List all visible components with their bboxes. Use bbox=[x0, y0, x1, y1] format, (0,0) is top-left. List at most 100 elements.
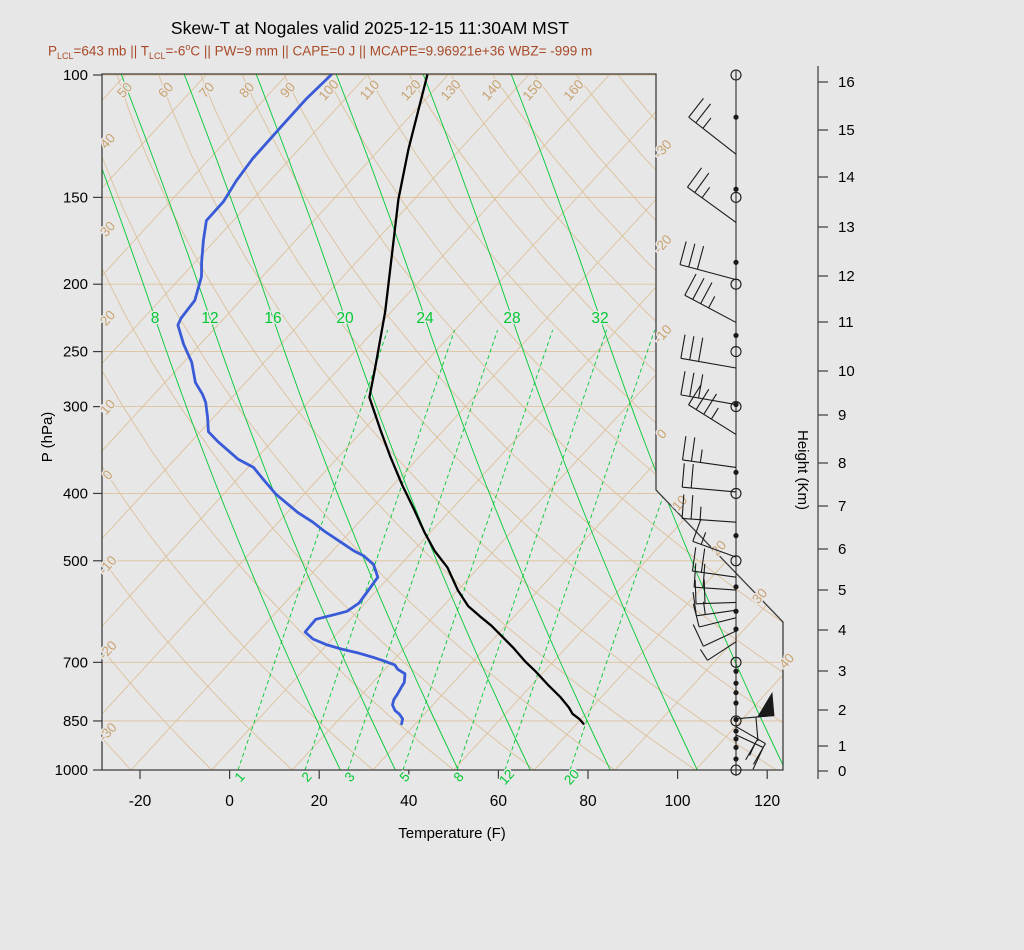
grid-line-label: -10 bbox=[96, 553, 120, 578]
wind-barb bbox=[735, 691, 775, 742]
grid-line-label: 130 bbox=[438, 77, 464, 104]
pressure-tick-label: 250 bbox=[63, 344, 88, 361]
wind-level-dot bbox=[733, 114, 739, 120]
temperature-tick-label: -20 bbox=[129, 793, 152, 810]
grid-line-label: -30 bbox=[96, 720, 120, 745]
wind-level-dot bbox=[733, 332, 739, 339]
grid-line-label: -20 bbox=[651, 232, 675, 257]
height-tick-label: 0 bbox=[838, 763, 846, 780]
pressure-axis: 100 150 200 250 300 400 500 700 850 1000 P (hPa) bbox=[39, 67, 102, 779]
temperature-curve bbox=[368, 74, 585, 725]
wind-level-circle bbox=[730, 69, 742, 81]
pressure-tick-label: 100 bbox=[63, 67, 88, 84]
wind-level-circle bbox=[730, 656, 742, 668]
height-tick-label: 16 bbox=[838, 74, 855, 91]
height-tick-label: 9 bbox=[838, 407, 846, 424]
wind-level-circle bbox=[730, 764, 742, 776]
wind-level-dot bbox=[733, 744, 739, 751]
wind-barb bbox=[735, 726, 766, 765]
isotherm-lines bbox=[102, 74, 783, 770]
wind-barb bbox=[680, 371, 737, 406]
grid-line-label: -30 bbox=[651, 137, 675, 162]
grid-line-label: 100 bbox=[316, 77, 342, 104]
height-tick-label: 3 bbox=[838, 663, 846, 680]
wind-level-dot bbox=[733, 700, 739, 706]
stats-text: LCL bbox=[57, 51, 74, 62]
height-tick-label: 7 bbox=[838, 498, 846, 515]
temperature-tick-label: 20 bbox=[311, 793, 329, 810]
wind-barb bbox=[735, 734, 764, 770]
wind-barb bbox=[684, 273, 737, 323]
pressure-tick-label: 400 bbox=[63, 485, 88, 502]
temperature-tick-label: 40 bbox=[400, 793, 418, 810]
stats-text: C || PW=9 mm || CAPE=0 J || MCAPE=9.9692… bbox=[190, 43, 593, 59]
grid-line-label: 3 bbox=[342, 769, 358, 785]
pressure-axis-title: P (hPa) bbox=[39, 412, 56, 463]
grid-line-label: 1 bbox=[232, 769, 248, 785]
wind-level-dot bbox=[733, 668, 739, 674]
temperature-tick-label: 100 bbox=[665, 793, 691, 810]
height-tick-label: 13 bbox=[838, 219, 855, 236]
grid-line-label: 110 bbox=[357, 77, 383, 103]
grid-line-label: 5 bbox=[397, 769, 413, 785]
wind-barb bbox=[694, 579, 737, 605]
temperature-tick-label: 60 bbox=[490, 793, 508, 810]
wind-barb bbox=[681, 463, 737, 493]
height-tick-label: 10 bbox=[838, 363, 855, 380]
grid-line-label: 40 bbox=[776, 650, 797, 671]
grid-line-label: 28 bbox=[503, 310, 520, 327]
stats-text: LCL bbox=[148, 51, 166, 62]
temperature-tick-label: 80 bbox=[579, 793, 597, 810]
pressure-tick-label: 500 bbox=[63, 553, 88, 570]
grid-line-label: 120 bbox=[398, 77, 424, 104]
grid-line-label: 10 bbox=[97, 396, 118, 417]
height-tick-label: 8 bbox=[838, 455, 846, 472]
pressure-tick-label: 850 bbox=[63, 713, 88, 730]
pressure-tick-label: 300 bbox=[63, 399, 88, 416]
height-tick-label: 12 bbox=[838, 268, 855, 285]
grid-line-label: 160 bbox=[561, 77, 587, 104]
grid-line-label: 50 bbox=[114, 79, 135, 100]
grid-line-label: 2 bbox=[299, 769, 315, 785]
grid-line-label: 40 bbox=[97, 130, 118, 151]
wind-level-circle bbox=[730, 346, 742, 358]
moist-adiabat-lines bbox=[102, 74, 783, 770]
wind-level-dot bbox=[733, 259, 739, 265]
wind-barb bbox=[687, 167, 737, 223]
wind-barb bbox=[681, 436, 737, 468]
grid-line-label: -20 bbox=[96, 638, 120, 663]
height-tick-label: 4 bbox=[838, 622, 846, 639]
stats-text: =643 mb || T bbox=[73, 43, 149, 59]
wind-level-circle bbox=[730, 401, 742, 413]
wind-level-dot bbox=[733, 756, 739, 762]
pressure-tick-label: 700 bbox=[63, 654, 88, 671]
height-tick-label: 11 bbox=[838, 314, 854, 331]
wind-barb bbox=[692, 624, 737, 647]
wind-barb bbox=[693, 563, 737, 591]
wind-barb bbox=[692, 603, 737, 628]
wind-barb bbox=[679, 241, 737, 281]
stats-text: =-6 bbox=[165, 43, 186, 59]
height-tick-label: 1 bbox=[838, 738, 846, 755]
grid-line-label: 20 bbox=[97, 307, 118, 328]
pressure-tick-label: 200 bbox=[63, 276, 88, 293]
wind-level-dot bbox=[733, 690, 739, 696]
height-tick-label: 6 bbox=[838, 541, 846, 558]
wind-barb bbox=[699, 641, 737, 661]
wind-level-dot bbox=[733, 584, 739, 590]
grid-line-label: 10 bbox=[669, 492, 690, 513]
height-axis-title: Height (Km) bbox=[794, 430, 811, 510]
chart-title: Skew-T at Nogales valid 2025-12-15 11:30… bbox=[170, 18, 570, 38]
wind-level-circle bbox=[730, 715, 742, 727]
background-grid bbox=[102, 74, 783, 770]
wind-level-dot bbox=[733, 533, 739, 539]
stats-text: P bbox=[48, 43, 58, 59]
wind-level-dot bbox=[733, 680, 739, 686]
grid-line-label: 30 bbox=[749, 585, 770, 606]
grid-line-label: 60 bbox=[155, 79, 176, 100]
wind-level-dot bbox=[733, 469, 739, 475]
wind-level-dot bbox=[733, 186, 739, 192]
